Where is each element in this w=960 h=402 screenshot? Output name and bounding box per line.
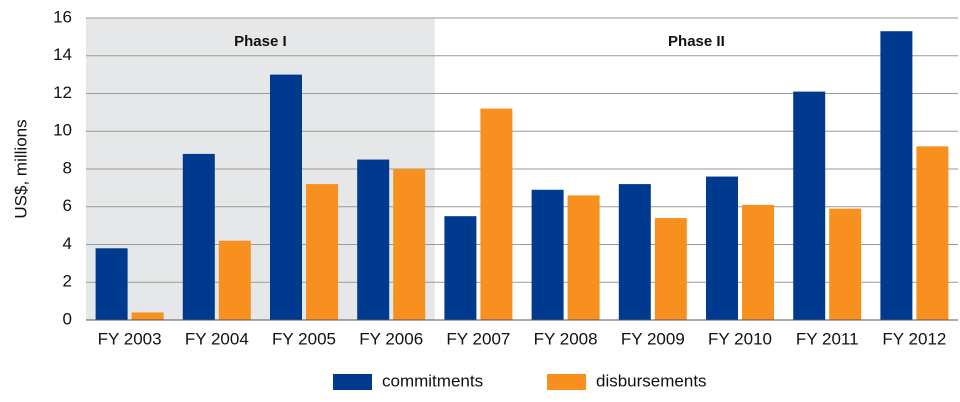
x-tick-label: FY 2006 [359,329,423,348]
x-tick-label: FY 2007 [446,329,510,348]
phase-label: Phase II [668,33,725,50]
y-tick-label: 12 [53,83,72,102]
bar [306,184,338,320]
bar [742,204,774,320]
y-tick-label: 2 [63,272,72,291]
bar [270,74,302,320]
legend-label: commitments [382,371,483,390]
x-tick-label: FY 2008 [534,329,598,348]
bar [131,312,164,320]
x-tick-label: FY 2003 [98,329,162,348]
y-tick-label: 14 [53,45,72,64]
x-tick-label: FY 2009 [621,329,685,348]
y-tick-label: 0 [63,309,72,328]
bar [706,176,738,320]
y-tick-label: 16 [53,7,72,26]
bar [531,189,564,320]
phase-label: Phase I [234,33,287,50]
y-tick-label: 8 [63,158,72,177]
bar [480,108,513,320]
y-tick-label: 10 [53,121,72,140]
bar [829,208,862,320]
bar [880,31,913,321]
bar [916,146,949,320]
x-tick-label: FY 2012 [882,329,946,348]
y-axis-label: US$, millions [11,119,30,218]
x-tick-label: FY 2010 [708,329,772,348]
bar [618,184,651,320]
legend-swatch [547,374,586,390]
bar [793,91,826,320]
bar [95,248,128,320]
y-tick-label: 4 [63,234,72,253]
x-tick-label: FY 2011 [796,329,859,348]
bar [393,169,426,320]
x-tick-label: FY 2004 [185,329,249,348]
x-tick-label: FY 2005 [272,329,336,348]
bar [654,218,687,320]
bar [444,216,477,320]
bar [357,159,390,320]
bar [218,240,251,320]
bar [567,195,600,320]
bar [182,153,215,320]
legend-swatch [333,374,372,390]
legend-label: disbursements [596,371,707,390]
y-tick-label: 6 [63,196,72,215]
